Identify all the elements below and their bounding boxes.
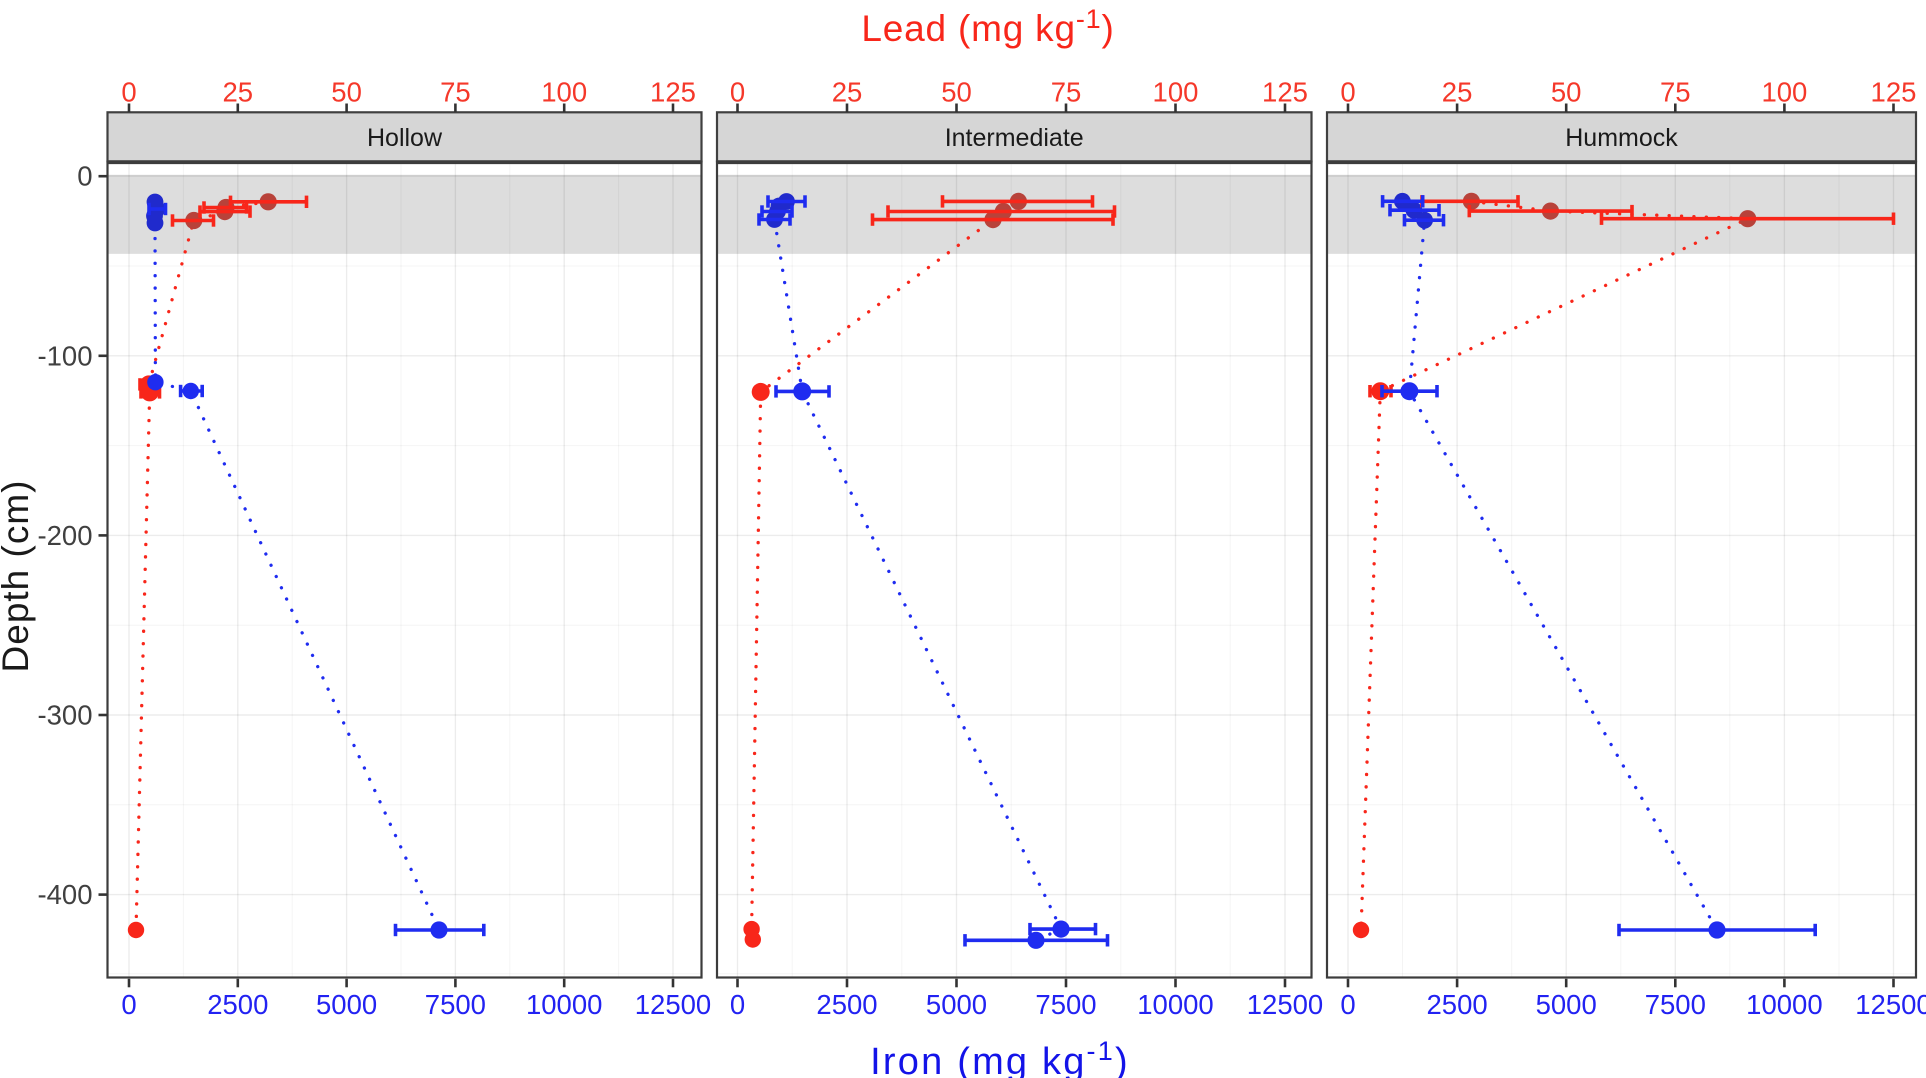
svg-text:10000: 10000: [1746, 989, 1822, 1020]
svg-text:50: 50: [331, 77, 362, 108]
svg-text:75: 75: [1660, 77, 1691, 108]
svg-text:12500: 12500: [1247, 989, 1323, 1020]
svg-text:125: 125: [1262, 77, 1308, 108]
svg-text:25: 25: [832, 77, 863, 108]
svg-text:Hummock: Hummock: [1565, 124, 1678, 152]
svg-text:0: 0: [121, 77, 136, 108]
svg-text:12500: 12500: [635, 989, 711, 1020]
svg-text:2500: 2500: [816, 989, 877, 1020]
svg-text:Hollow: Hollow: [367, 124, 443, 152]
svg-text:75: 75: [1051, 77, 1082, 108]
svg-text:10000: 10000: [1137, 989, 1213, 1020]
svg-text:2500: 2500: [1427, 989, 1488, 1020]
svg-text:75: 75: [440, 77, 471, 108]
svg-text:Depth (cm): Depth (cm): [0, 480, 36, 673]
svg-text:50: 50: [941, 77, 972, 108]
svg-text:5000: 5000: [316, 989, 377, 1020]
svg-text:0: 0: [121, 989, 136, 1020]
svg-text:Intermediate: Intermediate: [945, 124, 1084, 152]
svg-text:-300: -300: [37, 700, 92, 731]
svg-text:0: 0: [1340, 77, 1355, 108]
svg-text:2500: 2500: [207, 989, 268, 1020]
svg-text:0: 0: [730, 77, 745, 108]
svg-text:7500: 7500: [1035, 989, 1096, 1020]
svg-text:12500: 12500: [1855, 989, 1926, 1020]
svg-text:100: 100: [1761, 77, 1807, 108]
svg-text:-400: -400: [37, 879, 92, 910]
svg-text:100: 100: [1153, 77, 1199, 108]
svg-text:Iron (mg kg-1): Iron (mg kg-1): [870, 1036, 1130, 1078]
svg-text:25: 25: [1442, 77, 1473, 108]
svg-text:-100: -100: [37, 340, 92, 371]
svg-text:5000: 5000: [926, 989, 987, 1020]
svg-text:7500: 7500: [1645, 989, 1706, 1020]
svg-text:7500: 7500: [425, 989, 486, 1020]
svg-text:Lead (mg kg-1): Lead (mg kg-1): [861, 4, 1114, 49]
svg-text:0: 0: [77, 161, 92, 192]
svg-text:0: 0: [1340, 989, 1355, 1020]
svg-text:-200: -200: [37, 520, 92, 551]
svg-text:5000: 5000: [1536, 989, 1597, 1020]
svg-text:125: 125: [1871, 77, 1917, 108]
svg-text:50: 50: [1551, 77, 1582, 108]
svg-text:10000: 10000: [526, 989, 602, 1020]
svg-text:125: 125: [650, 77, 696, 108]
svg-text:100: 100: [541, 77, 587, 108]
svg-text:25: 25: [223, 77, 254, 108]
svg-text:0: 0: [730, 989, 745, 1020]
